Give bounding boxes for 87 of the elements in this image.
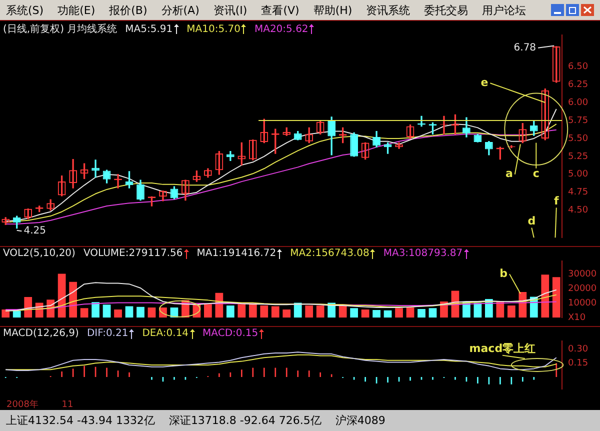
y-tick-label: 6.50	[568, 62, 588, 72]
legend-label: DIF:0.21	[86, 328, 130, 339]
bar	[395, 308, 403, 318]
legend-label: MA5:5.91	[125, 24, 174, 34]
text: 11	[62, 400, 74, 410]
bar	[418, 309, 426, 318]
annotation: 4.25	[24, 226, 46, 237]
bar	[125, 306, 134, 318]
text: 委托交易	[424, 2, 468, 18]
annotation: e	[480, 76, 488, 89]
legend-label: MA2:156743.08	[290, 248, 370, 259]
text: 功能(E)	[58, 2, 96, 18]
bar	[428, 308, 437, 318]
text: 上证4132.54 -43.94 1332亿	[6, 413, 155, 428]
bar	[69, 282, 77, 318]
text: 帮助(H)	[313, 2, 352, 18]
bar	[316, 306, 324, 318]
y-tick-label: 5.75	[568, 116, 588, 126]
bar	[114, 309, 122, 318]
bar	[305, 306, 314, 318]
text: 系统(S)	[6, 2, 44, 18]
bar	[260, 306, 268, 318]
bar	[271, 306, 280, 318]
text: 报价(B)	[109, 2, 148, 18]
text: 沪深4089	[335, 413, 386, 428]
bar	[361, 309, 370, 318]
bar	[102, 304, 111, 318]
bar	[148, 307, 156, 318]
text: 2008年	[6, 398, 38, 410]
bar	[136, 306, 144, 318]
bar	[282, 309, 291, 318]
legend-label: MA10:5.70	[186, 24, 242, 34]
y-tick-label: 4.50	[568, 206, 588, 216]
chart-title: VOL2(5,10,20)	[3, 248, 76, 259]
y-tick-label: 6.00	[568, 98, 588, 108]
y-tick-label: X10	[568, 312, 586, 323]
bar	[92, 302, 100, 318]
bar	[2, 309, 10, 318]
y-tick-label: 10000	[568, 298, 597, 308]
legend-label: MACD:0.15	[202, 328, 260, 339]
text: 查看(V)	[261, 2, 300, 18]
annotation: a	[505, 167, 513, 180]
bar	[12, 310, 21, 318]
legend-label: MA20:5.62	[254, 24, 310, 34]
bar	[58, 274, 66, 318]
y-tick-label: 4.75	[568, 188, 588, 198]
text: 分析(A)	[161, 2, 200, 18]
legend-label: MA3:108793.87	[383, 248, 464, 259]
bar	[80, 308, 88, 318]
y-tick-label: 5.50	[568, 134, 588, 144]
bar	[406, 307, 414, 318]
legend-label: DEA:0.14	[142, 328, 190, 339]
annotation: macd零上红	[469, 342, 536, 356]
bar	[338, 306, 347, 318]
chart-title: MACD(12,26,9)	[3, 328, 79, 339]
legend-label: MA1:191416.72	[196, 248, 278, 259]
text: 深证13718.8 -92.64 726.5亿	[168, 413, 322, 428]
legend-label: VOLUME:279117.56	[83, 248, 184, 259]
y-tick-label: 6.25	[568, 80, 588, 90]
y-tick-label: 5.25	[568, 152, 588, 162]
text: 用户论坛	[482, 2, 526, 18]
annotation: c	[532, 167, 540, 180]
text: 资讯系统	[366, 2, 410, 18]
bar	[384, 310, 392, 318]
annotation: d	[528, 214, 536, 228]
bar	[350, 308, 358, 318]
y-tick-label: 5.00	[568, 170, 588, 180]
chart-title: (日线,前复权) 月均线系统	[3, 22, 118, 36]
annotation: b	[500, 266, 508, 280]
annotation: 6.78	[514, 42, 536, 54]
bar	[226, 306, 234, 318]
y-tick-label: 0.15	[568, 358, 588, 368]
y-tick-label: 20000	[568, 284, 597, 294]
text: 资讯(I)	[213, 2, 248, 18]
bar	[496, 301, 504, 318]
bar	[372, 310, 380, 318]
bar	[248, 304, 257, 318]
bar	[238, 304, 246, 318]
bar	[541, 274, 550, 318]
bar	[215, 292, 224, 318]
bar	[294, 302, 302, 318]
y-tick-label: 30000	[568, 269, 597, 280]
bar	[507, 306, 516, 318]
y-tick-label: 0.30	[568, 344, 588, 355]
bar	[204, 304, 212, 318]
bar	[552, 277, 560, 318]
annotation: f	[554, 194, 559, 208]
